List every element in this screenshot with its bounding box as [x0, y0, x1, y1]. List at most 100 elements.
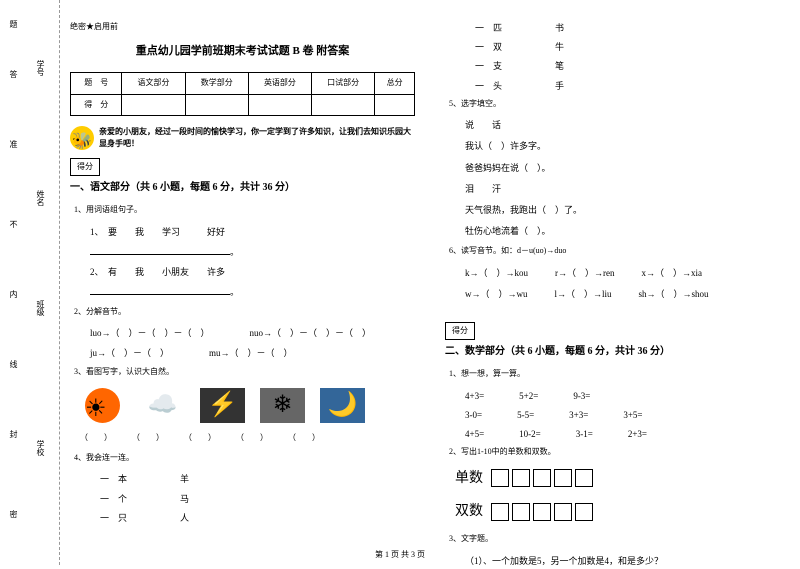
q6-row: k→（ ）→kou r→（ ）→ren x→（ ）→xia	[445, 265, 790, 281]
binding-char: 答	[8, 70, 19, 78]
pinyin-item: luo→（ ）－（ ）－（ ）	[90, 325, 210, 341]
right-column: 一 匹书 一 双牛 一 支笔 一 头手 5、选字填空。 说 话 我认（ ）许多字…	[445, 20, 790, 540]
q5-sentence: 我认（ ）许多字。	[445, 138, 790, 154]
answer-box[interactable]	[533, 469, 551, 487]
match-left: 一 头	[475, 78, 555, 94]
match-left: 一 只	[100, 510, 180, 526]
odd-label: 单数	[455, 466, 483, 491]
match-left: 一 个	[100, 491, 180, 507]
binding-field: 姓名	[35, 190, 46, 206]
pinyin-item: mu→（ ）－（ ）	[209, 345, 293, 361]
intro-block: 亲爱的小朋友，经过一段时间的愉快学习，你一定学到了许多知识，让我们去知识乐园大显…	[70, 126, 415, 150]
paren-blank[interactable]: （ ）	[236, 431, 268, 445]
math-item: 3-0=	[465, 407, 482, 423]
section-1-title: 一、语文部分（共 6 小题，每题 6 分，共计 36 分）	[70, 179, 415, 197]
intro-text: 亲爱的小朋友，经过一段时间的愉快学习，你一定学到了许多知识，让我们去知识乐园大显…	[99, 126, 415, 150]
even-label: 双数	[455, 499, 483, 524]
match-left: 一 双	[475, 39, 555, 55]
binding-field: 班级	[35, 300, 46, 316]
match-right: 马	[180, 491, 189, 507]
paren-blank[interactable]: （ ）	[184, 431, 216, 445]
question-6: 6、读写音节。如：d－u(uo)→duo	[445, 244, 790, 258]
answer-box[interactable]	[575, 469, 593, 487]
q6-row: w→（ ）→wu l→（ ）→liu sh→（ ）→shou	[445, 286, 790, 302]
even-row: 双数	[445, 499, 790, 524]
math-q3: 3、文字题。	[445, 532, 790, 546]
binding-char: 不	[8, 220, 19, 228]
answer-box[interactable]	[491, 503, 509, 521]
match-left: 一 本	[100, 471, 180, 487]
answer-box[interactable]	[512, 469, 530, 487]
page-content: 绝密★启用前 重点幼儿园学前班期末考试试题 B 卷 附答案 题 号 语文部分 数…	[70, 20, 790, 540]
question-2: 2、分解音节。	[70, 305, 415, 319]
answer-box[interactable]	[575, 503, 593, 521]
odd-row: 单数	[445, 466, 790, 491]
binding-char: 题	[8, 20, 19, 28]
math-item: 3+3=	[569, 407, 588, 423]
answer-box[interactable]	[554, 469, 572, 487]
score-table: 题 号 语文部分 数学部分 英语部分 口试部分 总分 得 分	[70, 72, 415, 116]
answer-box[interactable]	[554, 503, 572, 521]
secret-label: 绝密★启用前	[70, 20, 415, 34]
q5-sentence: 牡伤心地流着（ ）。	[445, 223, 790, 239]
match-right: 书	[555, 20, 564, 36]
binding-char: 封	[8, 430, 19, 438]
match-right: 人	[180, 510, 189, 526]
pinyin-item: ju→（ ）－（ ）	[90, 345, 169, 361]
math-item: 3-1=	[576, 426, 593, 442]
binding-field: 学号	[35, 60, 46, 76]
binding-char: 线	[8, 360, 19, 368]
section-2-title: 二、数学部分（共 6 小题，每题 6 分，共计 36 分）	[445, 343, 790, 361]
paren-blank[interactable]: （ ）	[132, 431, 164, 445]
paren-blank[interactable]: （ ）	[80, 431, 112, 445]
score-cell[interactable]	[312, 94, 375, 115]
answer-box[interactable]	[533, 503, 551, 521]
math-item: 5+2=	[519, 388, 538, 404]
q1-option: 1、 要 我 学习 好好	[70, 224, 415, 240]
binding-field: 学校	[35, 440, 46, 456]
math-item: 9-3=	[573, 388, 590, 404]
moon-icon: 🌙	[320, 388, 365, 423]
page-footer: 第 1 页 共 3 页	[0, 549, 800, 560]
math-q2: 2、写出1-10中的单数和双数。	[445, 445, 790, 459]
q5-sentence: 爸爸妈妈在说（ ）。	[445, 160, 790, 176]
math-item: 10-2=	[519, 426, 541, 442]
question-1: 1、用词语组句子。	[70, 203, 415, 217]
score-header: 总分	[375, 73, 415, 94]
question-4: 4、我会连一连。	[70, 451, 415, 465]
math-item: 2+3=	[628, 426, 647, 442]
match-right: 牛	[555, 39, 564, 55]
paren-row: （ ） （ ） （ ） （ ） （ ）	[70, 431, 415, 445]
binding-char: 内	[8, 290, 19, 298]
answer-box[interactable]	[512, 503, 530, 521]
score-header: 题 号	[71, 73, 122, 94]
score-cell: 得 分	[71, 94, 122, 115]
score-cell[interactable]	[122, 94, 185, 115]
q5-words: 泪 汗	[445, 181, 790, 197]
answer-blank[interactable]	[90, 245, 230, 255]
paren-blank[interactable]: （ ）	[288, 431, 320, 445]
match-left: 一 支	[475, 58, 555, 74]
exam-title: 重点幼儿园学前班期末考试试题 B 卷 附答案	[70, 42, 415, 62]
math-item: 3+5=	[623, 407, 642, 423]
cloud-icon: ☁️	[140, 388, 185, 423]
lightning-icon: ⚡	[200, 388, 245, 423]
math-item: 4+3=	[465, 388, 484, 404]
score-header: 语文部分	[122, 73, 185, 94]
answer-box[interactable]	[491, 469, 509, 487]
match-left: 一 匹	[475, 20, 555, 36]
snow-icon: ❄	[260, 388, 305, 423]
question-5: 5、选字填空。	[445, 97, 790, 111]
binding-column: 题 答 学号 准 姓名 不 内 班级 线 封 学校 密	[0, 0, 60, 565]
sun-icon: ☀	[80, 388, 125, 423]
match-right: 手	[555, 78, 564, 94]
score-cell[interactable]	[185, 94, 248, 115]
math-item: 4+5=	[465, 426, 484, 442]
score-cell[interactable]	[248, 94, 311, 115]
q5-sentence: 天气很热，我跑出（ ）了。	[445, 202, 790, 218]
math-q1: 1、想一想，算一算。	[445, 367, 790, 381]
score-box: 得分	[445, 322, 475, 340]
score-cell[interactable]	[375, 94, 415, 115]
answer-blank[interactable]	[90, 285, 230, 295]
math-item: 5-5=	[517, 407, 534, 423]
